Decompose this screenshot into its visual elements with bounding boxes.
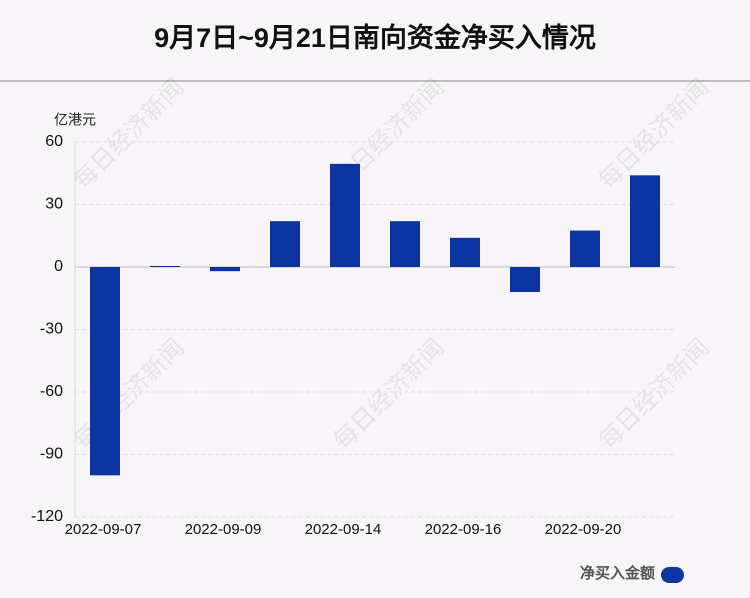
y-unit: 亿港元 xyxy=(54,112,96,128)
watermark: 每日经济新闻 xyxy=(328,333,450,455)
x-tick-label: 2022-09-14 xyxy=(305,521,382,538)
bar xyxy=(510,267,540,292)
bar xyxy=(150,265,180,267)
bar xyxy=(270,221,300,267)
x-tick-label: 2022-09-20 xyxy=(545,521,622,538)
watermark: 每日经济新闻 xyxy=(68,73,190,195)
bar xyxy=(450,237,480,267)
y-tick-label: 60 xyxy=(45,133,63,150)
x-tick-label: 2022-09-09 xyxy=(185,521,262,538)
y-tick-label: -60 xyxy=(40,383,63,400)
bar xyxy=(330,163,360,267)
watermark: 每日经济新闻 xyxy=(68,333,190,455)
y-tick-label: -30 xyxy=(40,321,63,338)
bar xyxy=(570,230,600,267)
legend-swatch xyxy=(661,567,684,583)
y-tick-label: 30 xyxy=(45,196,63,213)
y-tick-label: -120 xyxy=(31,508,63,525)
y-tick-label: 0 xyxy=(54,258,63,275)
chart-title: 9月7日~9月21日南向资金净买入情况 xyxy=(154,22,596,53)
bar xyxy=(210,267,240,272)
bar xyxy=(630,175,660,267)
bar xyxy=(90,267,120,476)
watermark: 每日经济新闻 xyxy=(593,333,715,455)
legend-label: 净买入金额 xyxy=(580,564,655,582)
y-tick-label: -90 xyxy=(40,446,63,463)
x-tick-label: 2022-09-16 xyxy=(425,521,502,538)
x-tick-label: 2022-09-07 xyxy=(65,521,142,538)
bar xyxy=(390,221,420,267)
